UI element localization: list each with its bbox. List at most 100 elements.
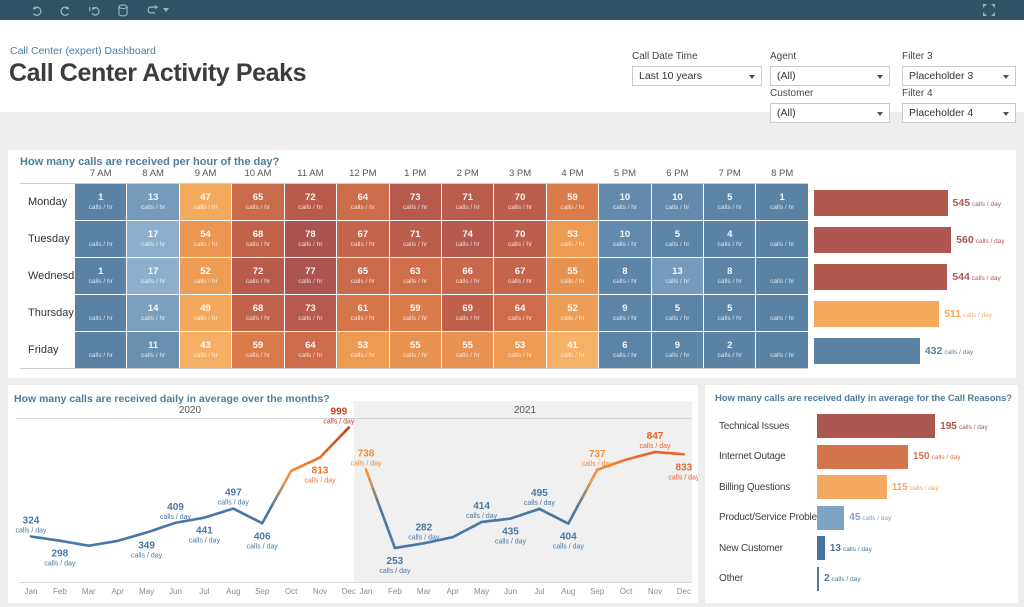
heatmap-cell[interactable]: 9 calls / hr (599, 295, 651, 331)
heatmap-cell[interactable]: 59 calls / hr (546, 184, 599, 220)
heatmap-cell[interactable]: 71 calls / hr (441, 184, 494, 220)
heatmap-cell[interactable]: 73 calls / hr (389, 184, 441, 220)
heatmap-cell[interactable]: 41 calls / hr (546, 332, 599, 368)
redo-icon[interactable] (59, 4, 72, 17)
heatmap-cell[interactable]: 70 calls / hr (494, 184, 546, 220)
heatmap-cell[interactable]: 14 calls / hr (127, 295, 179, 331)
heatmap-cell[interactable]: 11 calls / hr (127, 332, 179, 368)
heatmap-cell[interactable]: 64 calls / hr (337, 184, 389, 220)
heatmap-cell[interactable]: 78 calls / hr (284, 221, 337, 257)
heatmap-cell[interactable]: 66 calls / hr (441, 258, 494, 294)
line-segment[interactable] (389, 536, 397, 550)
heatmap-cell[interactable]: 10 calls / hr (599, 221, 651, 257)
share-icon[interactable] (145, 4, 169, 16)
heatmap-cell[interactable]: 53 calls / hr (546, 221, 599, 257)
heatmap-cell[interactable]: calls / hr (756, 332, 808, 368)
heatmap-cell[interactable]: 73 calls / hr (284, 295, 337, 331)
heatmap-cell[interactable]: 17 calls / hr (127, 221, 179, 257)
heatmap-cell[interactable]: 65 calls / hr (232, 184, 284, 220)
daily-total-bar[interactable] (814, 337, 920, 364)
line-segment[interactable] (382, 517, 390, 530)
heatmap-cell[interactable]: calls / hr (75, 332, 127, 368)
heatmap-cell[interactable]: 72 calls / hr (284, 184, 337, 220)
daily-total-bar[interactable] (814, 189, 948, 216)
heatmap-cell[interactable]: 55 calls / hr (441, 332, 494, 368)
undo-icon[interactable] (30, 4, 43, 17)
filter-customer-dropdown[interactable]: (All) (770, 103, 890, 123)
heatmap-cell[interactable]: 2 calls / hr (704, 332, 756, 368)
heatmap-cell[interactable]: 68 calls / hr (232, 221, 284, 257)
heatmap-cell[interactable]: 68 calls / hr (232, 295, 284, 331)
heatmap-cell[interactable]: 53 calls / hr (337, 332, 389, 368)
heatmap-cell[interactable]: 1 calls / hr (75, 258, 127, 294)
heatmap-cell[interactable]: 49 calls / hr (179, 295, 232, 331)
call-reason-bar[interactable] (817, 444, 908, 469)
heatmap-cell[interactable]: calls / hr (75, 295, 127, 331)
heatmap-cell[interactable]: calls / hr (756, 221, 808, 257)
filter-agent-dropdown[interactable]: (All) (770, 66, 890, 86)
call-reason-bar[interactable] (817, 475, 887, 500)
heatmap-cell[interactable]: 10 calls / hr (651, 184, 704, 220)
line-segment[interactable] (343, 426, 351, 433)
heatmap-cell[interactable]: 4 calls / hr (704, 221, 756, 257)
daily-total-bar[interactable] (814, 300, 940, 327)
heatmap-cell[interactable]: calls / hr (756, 258, 808, 294)
heatmap-cell[interactable]: 64 calls / hr (284, 332, 337, 368)
heatmap-cell[interactable]: 69 calls / hr (441, 295, 494, 331)
fullscreen-icon[interactable] (982, 3, 996, 22)
heatmap-cell[interactable]: 67 calls / hr (337, 221, 389, 257)
heatmap-cell[interactable]: 59 calls / hr (232, 332, 284, 368)
heatmap-cell[interactable]: 5 calls / hr (651, 221, 704, 257)
heatmap-cell[interactable]: 6 calls / hr (599, 332, 651, 368)
heatmap-cell[interactable]: 55 calls / hr (389, 332, 441, 368)
heatmap-cell[interactable]: 8 calls / hr (704, 258, 756, 294)
heatmap-cell[interactable]: 52 calls / hr (546, 295, 599, 331)
heatmap-cell[interactable]: 71 calls / hr (389, 221, 441, 257)
heatmap-cell[interactable]: 61 calls / hr (337, 295, 389, 331)
heatmap-cell[interactable]: 5 calls / hr (704, 184, 756, 220)
heatmap-cell[interactable]: 5 calls / hr (704, 295, 756, 331)
heatmap-cell[interactable]: 17 calls / hr (127, 258, 179, 294)
refresh-data-source-icon[interactable] (117, 3, 129, 17)
heatmap-cell[interactable]: 47 calls / hr (179, 184, 232, 220)
call-reason-bar[interactable] (817, 414, 936, 439)
heatmap-cell[interactable]: 74 calls / hr (441, 221, 494, 257)
daily-total-bar[interactable] (814, 226, 952, 253)
heatmap-cell[interactable]: 72 calls / hr (232, 258, 284, 294)
line-segment[interactable] (371, 487, 379, 501)
heatmap-cell[interactable]: 52 calls / hr (179, 258, 232, 294)
heatmap-cell[interactable]: 8 calls / hr (599, 258, 651, 294)
heatmap-cell[interactable]: 64 calls / hr (494, 295, 546, 331)
heatmap-cell[interactable]: calls / hr (75, 221, 127, 257)
heatmap-cell[interactable]: 13 calls / hr (127, 184, 179, 220)
heatmap-cell[interactable]: 10 calls / hr (599, 184, 651, 220)
heatmap-cell[interactable]: 1 calls / hr (756, 184, 808, 220)
heatmap-cell[interactable]: 63 calls / hr (389, 258, 441, 294)
line-segment[interactable] (386, 527, 393, 540)
heatmap-cell[interactable]: 9 calls / hr (651, 332, 704, 368)
heatmap-cell[interactable]: 5 calls / hr (651, 295, 704, 331)
line-segment[interactable] (375, 497, 382, 511)
line-segment[interactable] (379, 507, 386, 520)
filter-call-date-time-dropdown[interactable]: Last 10 years (632, 66, 762, 86)
heatmap-cell[interactable]: 70 calls / hr (494, 221, 546, 257)
heatmap-cell[interactable]: calls / hr (756, 295, 808, 331)
heatmap-cell[interactable]: 43 calls / hr (179, 332, 232, 368)
filter-4-dropdown[interactable]: Placeholder 4 (902, 103, 1016, 123)
heatmap-cell[interactable]: 55 calls / hr (546, 258, 599, 294)
daily-total-bar[interactable] (814, 263, 948, 290)
heatmap-cell[interactable]: 13 calls / hr (651, 258, 704, 294)
call-reason-bar[interactable] (817, 566, 819, 591)
heatmap-cell[interactable]: 77 calls / hr (284, 258, 337, 294)
line-segment[interactable] (364, 468, 371, 481)
heatmap-cell[interactable]: 1 calls / hr (75, 184, 127, 220)
call-reason-bar[interactable] (817, 536, 825, 561)
heatmap-cell[interactable]: 65 calls / hr (337, 258, 389, 294)
monthly-line-chart[interactable]: 2020 Jan Feb Mar Apr May Jun Jul Aug Sep Oct Nov Dec… (8, 385, 698, 603)
revert-icon[interactable] (88, 4, 101, 17)
heatmap-cell[interactable]: 59 calls / hr (389, 295, 441, 331)
call-reason-bar[interactable] (817, 505, 845, 530)
filter-3-dropdown[interactable]: Placeholder 3 (902, 66, 1016, 86)
heatmap-cell[interactable]: 53 calls / hr (494, 332, 546, 368)
heatmap-cell[interactable]: 54 calls / hr (179, 221, 232, 257)
